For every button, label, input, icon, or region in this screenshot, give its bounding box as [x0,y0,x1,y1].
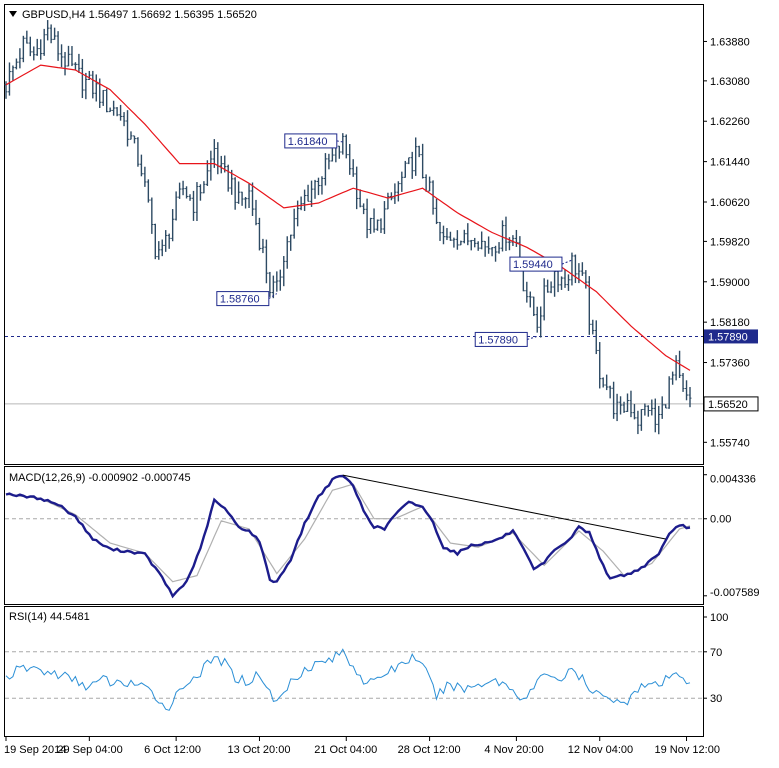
level-price-badge: 1.57890 [704,329,758,344]
rsi-tick-label: 30 [710,693,722,705]
x-tick-label: 28 Oct 12:00 [398,744,461,756]
x-tick-label: 12 Nov 04:00 [568,744,633,756]
annotation-label: 1.58760 [220,294,260,306]
rsi-line [5,648,691,711]
x-tick-label: 6 Oct 12:00 [144,744,201,756]
x-tick-label: 21 Oct 04:00 [314,744,377,756]
annotation-leader [268,293,278,300]
macd-chart-layer: 0.004336 0.00 -0.007589 [5,474,760,599]
moving-average-line [5,64,691,371]
y-tick-label: 1.63080 [710,76,750,88]
rsi-tick-label: 100 [710,612,728,624]
triangle-down-icon[interactable] [9,11,17,17]
rsi-panel-frame [4,606,704,737]
annotation-label: 1.59440 [513,259,553,271]
x-tick-label: 29 Sep 04:00 [57,744,122,756]
annotation-box [474,331,528,347]
annotation-label: 1.57890 [478,334,518,346]
annotation-leader [527,335,538,340]
price-annotation: 1.57890 [474,331,538,347]
x-tick-label: 4 Nov 20:00 [484,744,543,756]
price-annotation: 1.59440 [509,256,573,272]
macd-tick-label: 0.00 [710,514,731,526]
y-tick-label: 1.57360 [710,358,750,370]
annotation-leader [336,140,343,143]
macd-trendline [342,474,666,540]
y-tick-label: 1.61440 [710,157,750,169]
level-price-label: 1.57890 [708,331,748,343]
y-tick-label: 1.58180 [710,317,750,329]
rsi-chart-layer: 100 70 30 [5,612,728,711]
axis-layer: 1.63880 1.63080 1.62260 1.61440 1.60620 1.598… [4,36,759,756]
main-panel-frame [4,4,704,465]
price-annotation: 1.61840 [284,133,343,149]
y-tick-label: 1.55740 [710,437,750,449]
annotation-label: 1.61840 [288,136,328,148]
main-chart-layer: 1.61840 1.58760 1.59440 1.57890 [4,20,703,435]
rsi-tick-label: 70 [710,647,722,659]
macd-signal-line [5,483,691,583]
macd-tick-label: 0.004336 [710,474,756,486]
current-price-badge: 1.56520 [703,396,759,412]
annotation-leader [561,259,573,265]
macd-tick-label: -0.007589 [710,587,760,599]
level-price-box [704,329,758,344]
rsi-title: RSI(14) 44.5481 [9,611,90,623]
y-tick-label: 1.59820 [710,236,750,248]
x-tick-label: 19 Sep 2014 [4,744,66,756]
y-tick-label: 1.59000 [710,277,750,289]
y-tick-label: 1.60620 [710,197,750,209]
current-price-box [703,396,759,412]
main-title: GBPUSD,H4 1.56497 1.56692 1.56395 1.5652… [22,9,257,21]
y-tick-label: 1.62260 [710,116,750,128]
macd-main-line [5,474,691,599]
current-price-label: 1.56520 [708,399,748,411]
x-tick-label: 13 Oct 20:00 [227,744,290,756]
macd-title: MACD(12,26,9) -0.000902 -0.000745 [9,472,191,484]
y-tick-label: 1.63880 [710,36,750,48]
price-annotation: 1.58760 [216,291,278,307]
x-tick-label: 19 Nov 12:00 [655,744,720,756]
